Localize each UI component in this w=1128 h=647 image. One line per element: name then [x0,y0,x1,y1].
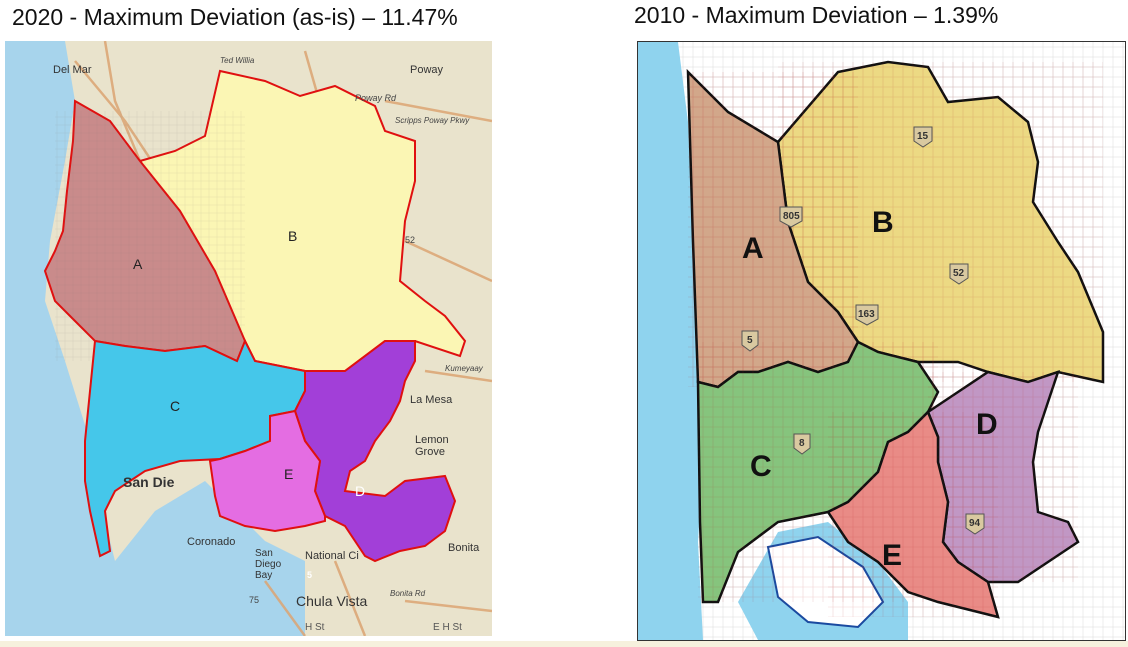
district-label-d-2010: D [976,408,998,441]
map-2010-canvas[interactable]: 805 15 52 163 5 8 94 A B C D E [638,42,1125,640]
road-poway-rd: Poway Rd [355,93,397,103]
place-bonita: Bonita [448,542,480,554]
road-route-5: 5 [307,570,312,580]
shield-94: 94 [965,513,985,535]
svg-text:15: 15 [917,131,929,142]
map-2020[interactable]: A B C D E Del Mar Poway La Mesa Lemon Gro… [5,41,492,636]
map-2010[interactable]: 805 15 52 163 5 8 94 A B C D E [637,41,1126,641]
district-label-e-2010: E [882,539,902,572]
road-route-75: 75 [249,595,259,605]
ocean-2010 [638,42,703,640]
district-label-d: D [355,483,365,499]
place-poway: Poway [410,64,444,76]
district-label-a-2010: A [742,232,764,265]
district-label-b-2010: B [872,206,894,239]
highway-shields: 805 15 52 163 5 8 94 [741,126,985,535]
svg-text:805: 805 [783,211,800,222]
bottom-rule [0,641,1128,647]
place-chula-vista: Chula Vista [296,593,368,609]
road-kumeyaay: Kumeyaay [445,364,484,373]
place-h-st: H St [305,622,325,633]
title-2010: 2010 - Maximum Deviation – 1.39% [634,2,999,28]
place-national-city: National Ci [305,550,359,562]
road-bonita-rd: Bonita Rd [390,589,426,598]
road-ted-williams: Ted Willia [220,56,255,65]
district-label-e: E [284,466,293,482]
svg-text:5: 5 [747,335,753,346]
map-2020-canvas[interactable]: A B C D E Del Mar Poway La Mesa Lemon Gro… [5,41,492,636]
district-label-b: B [288,228,297,244]
road-scripps-poway: Scripps Poway Pkwy [395,116,470,125]
title-2020: 2020 - Maximum Deviation (as-is) – 11.47… [12,4,458,30]
place-lemon-grove: Lemon Grove [415,434,449,458]
svg-text:8: 8 [799,438,805,449]
svg-text:163: 163 [858,309,875,320]
road-route-52: 52 [405,235,415,245]
shield-8: 8 [793,433,811,455]
place-e-h-st: E H St [433,622,462,633]
district-label-a: A [133,256,143,272]
place-la-mesa: La Mesa [410,394,453,406]
district-e-2020[interactable] [208,409,326,533]
place-san-diego-bay: San Diego Bay [255,548,282,581]
district-a-streets [688,72,858,387]
shield-52: 52 [949,263,969,285]
place-san-diego: San Die [123,474,175,490]
shield-163: 163 [855,304,879,326]
district-a-streets [55,111,245,361]
svg-text:94: 94 [969,518,981,529]
shield-5: 5 [741,330,759,352]
place-del-mar: Del Mar [53,64,92,76]
shield-805: 805 [779,206,803,228]
district-label-c: C [170,398,180,414]
ocean [5,41,305,636]
shield-15: 15 [913,126,933,148]
svg-text:52: 52 [953,268,965,279]
district-label-c-2010: C [750,450,772,483]
place-coronado: Coronado [187,536,235,548]
